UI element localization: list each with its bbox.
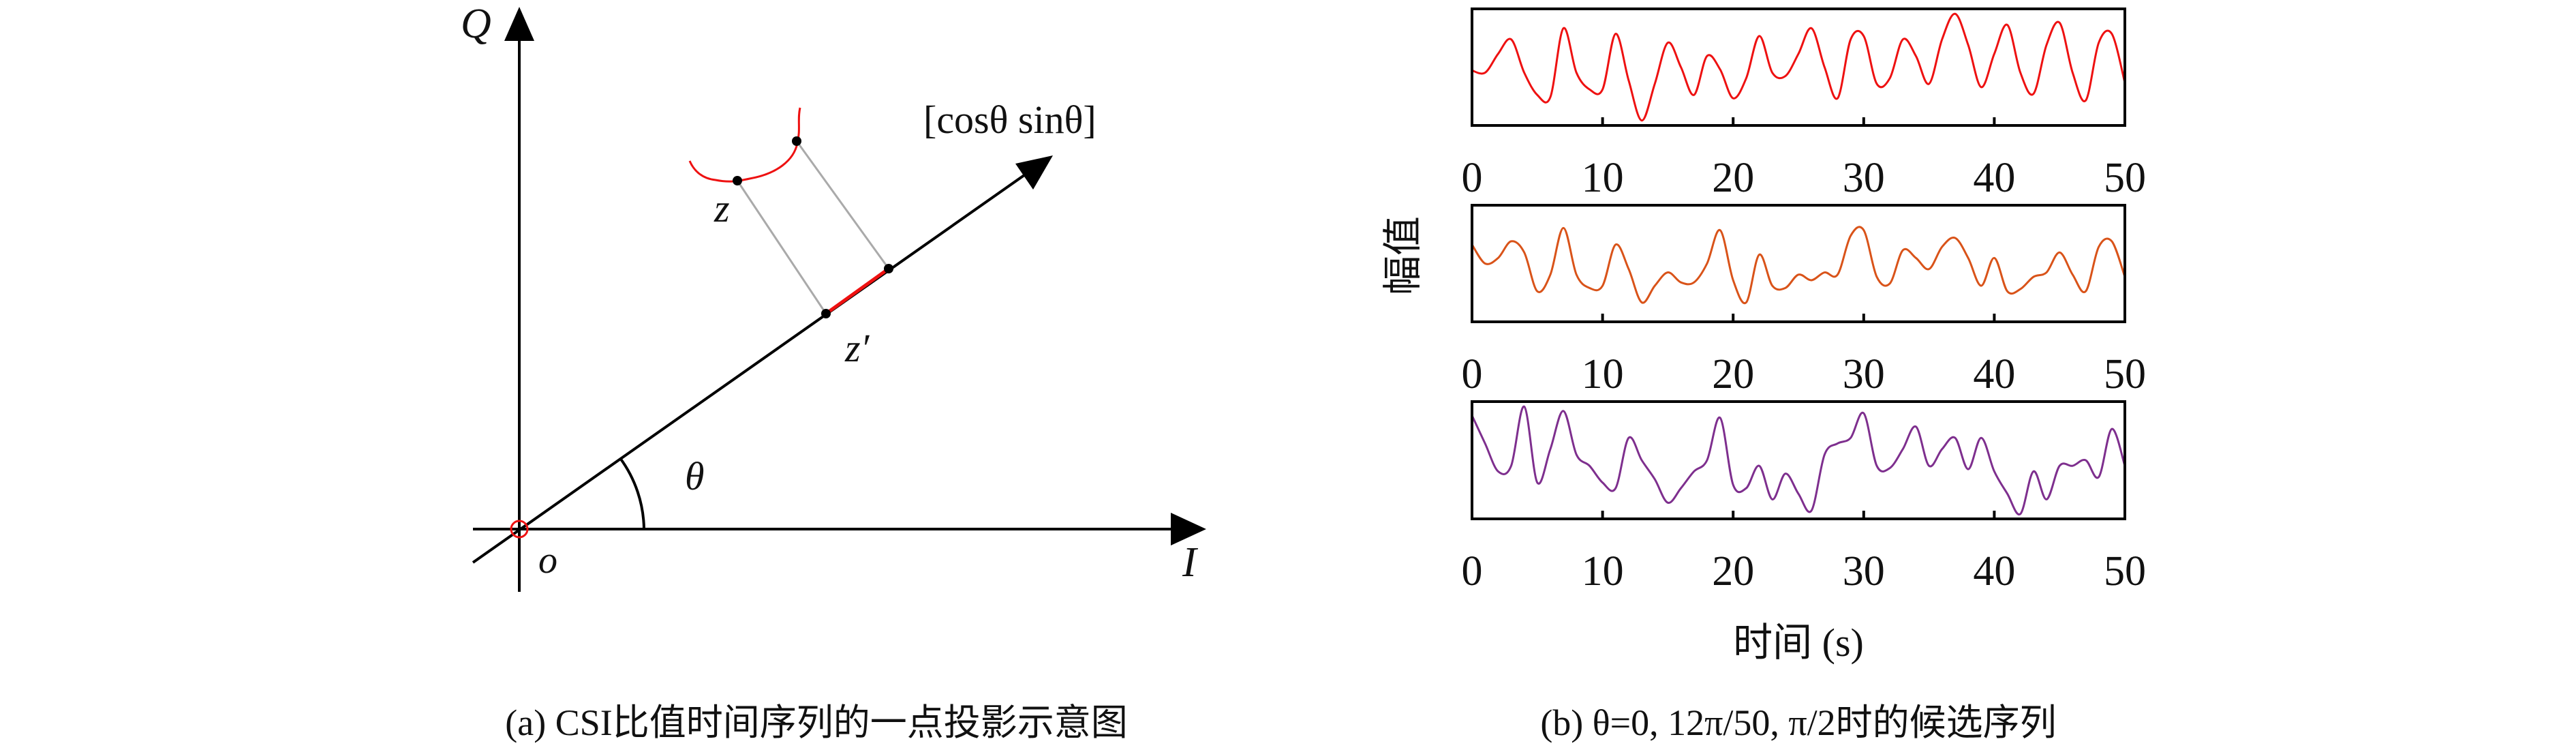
origin-marker (510, 520, 529, 539)
x-tick-label: 30 (1843, 351, 1885, 397)
projected-segment (825, 267, 890, 316)
x-axis-label: 时间 (s) (1733, 620, 1864, 665)
point-2-prime (884, 264, 893, 273)
projection-line-2 (795, 140, 890, 269)
x-tick-label: 20 (1712, 155, 1754, 201)
q-axis-arrowhead-icon (504, 7, 534, 41)
origin-label: o (538, 539, 557, 582)
projection-diagram: Q I o [cosθ sinθ] z z′ θ (a) CSI比值时间序列的一… (461, 1, 1206, 743)
i-axis-label: I (1182, 539, 1199, 586)
point-2 (792, 136, 801, 146)
x-tick-label: 10 (1582, 351, 1624, 397)
x-tick-label: 40 (1973, 155, 2015, 201)
z-label: z (714, 186, 730, 230)
caption-a: (a) CSI比值时间序列的一点投影示意图 (505, 702, 1127, 743)
y-axis-label: 幅值 (1381, 216, 1425, 295)
plot-frame-3 (1471, 400, 2126, 520)
x-tick-label: 50 (2104, 548, 2146, 595)
theta-angle-arc (619, 457, 645, 530)
plot-frame-1 (1471, 7, 2126, 127)
x-tick-label: 30 (1843, 548, 1885, 595)
q-axis-label: Q (461, 1, 491, 47)
series-line-2 (1471, 226, 2126, 305)
i-axis-arrowhead-icon (1171, 513, 1206, 545)
x-tick-label: 0 (1462, 155, 1483, 201)
point-z-prime (821, 309, 831, 318)
caption-b: (b) θ=0, 12π/50, π/2时的候选序列 (1540, 702, 2056, 743)
x-tick-label: 0 (1462, 351, 1483, 397)
series-line-1 (1471, 12, 2126, 122)
x-tick-label: 30 (1843, 155, 1885, 201)
direction-arrowhead-icon (1015, 155, 1053, 190)
x-tick-label: 40 (1973, 548, 2015, 595)
theta-label: θ (685, 454, 705, 498)
x-tick-label: 10 (1582, 155, 1624, 201)
point-z (733, 176, 742, 185)
plot-frame-2 (1471, 204, 2126, 323)
csi-ratio-curve (688, 107, 801, 183)
x-tick-label: 20 (1712, 548, 1754, 595)
x-tick-label: 50 (2104, 351, 2146, 397)
series-line-3 (1471, 405, 2126, 515)
vector-label: [cosθ sinθ] (923, 97, 1097, 142)
x-tick-label: 20 (1712, 351, 1754, 397)
projection-direction-line (472, 170, 1030, 564)
projection-line-z (736, 180, 827, 314)
x-tick-label: 0 (1462, 548, 1483, 595)
x-tick-label: 10 (1582, 548, 1624, 595)
x-tick-label: 40 (1973, 351, 2015, 397)
candidate-series-charts: 幅值 时间 (s) (b) θ=0, 12π/50, π/2时的候选序列 0 10… (1381, 7, 2146, 743)
z-prime-label: z′ (844, 326, 870, 370)
x-tick-label: 50 (2104, 155, 2146, 201)
